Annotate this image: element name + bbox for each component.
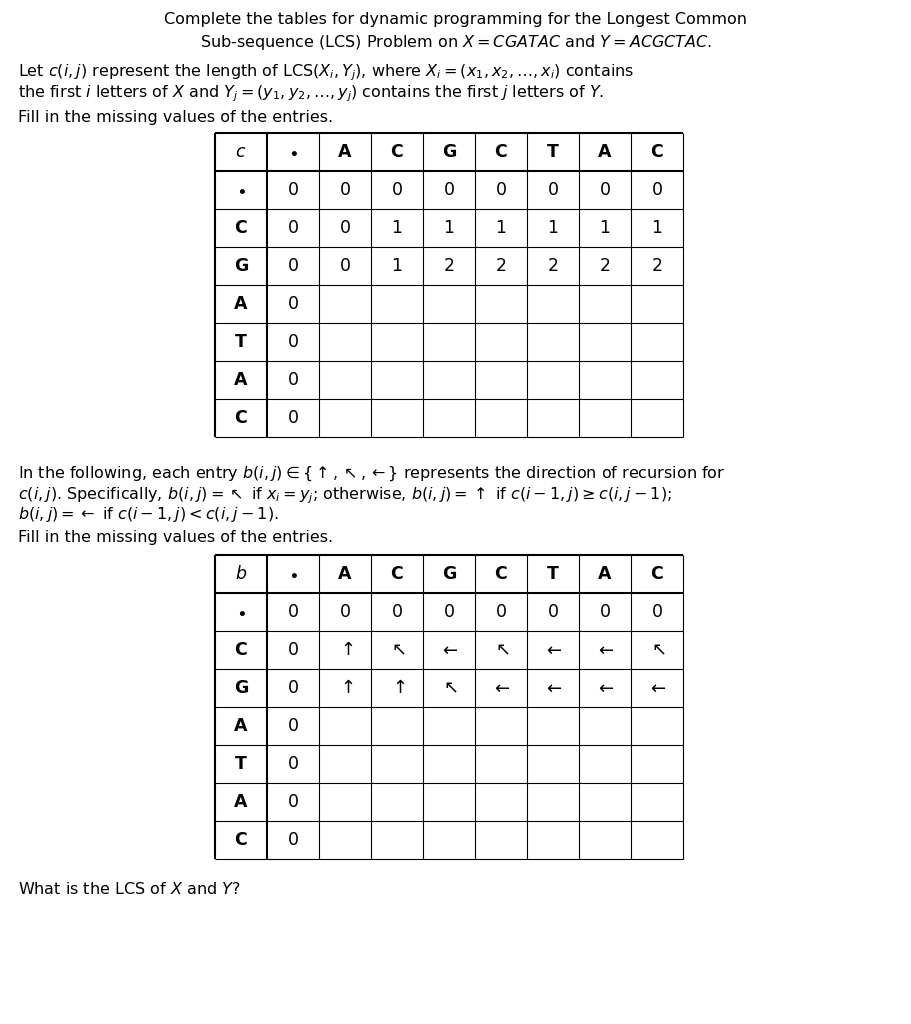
Text: 0: 0 [650, 603, 661, 621]
Text: 0: 0 [443, 181, 454, 199]
Text: 0: 0 [287, 641, 298, 659]
Text: $\leftarrow$: $\leftarrow$ [595, 641, 614, 659]
Text: $\nwarrow$: $\nwarrow$ [387, 641, 405, 659]
Text: 0: 0 [443, 603, 454, 621]
Text: 0: 0 [287, 371, 298, 389]
Text: $\leftarrow$: $\leftarrow$ [439, 641, 458, 659]
Text: T: T [547, 565, 558, 583]
Text: 0: 0 [287, 717, 298, 735]
Text: $\leftarrow$: $\leftarrow$ [543, 679, 562, 697]
Text: 1: 1 [495, 219, 506, 237]
Text: $c(i, j)$. Specifically, $b(i, j) =\nwarrow$ if $x_i = y_j$; otherwise, $b(i, j): $c(i, j)$. Specifically, $b(i, j) =\nwar… [18, 485, 671, 506]
Text: 0: 0 [599, 181, 609, 199]
Text: $\nwarrow$: $\nwarrow$ [647, 641, 665, 659]
Text: A: A [338, 143, 352, 161]
Text: G: G [441, 143, 456, 161]
Text: C: C [650, 143, 662, 161]
Text: A: A [338, 565, 352, 583]
Text: $\leftarrow$: $\leftarrow$ [647, 679, 666, 697]
Text: 0: 0 [547, 603, 558, 621]
Text: $\bullet$: $\bullet$ [288, 565, 298, 583]
Text: $b(i, j) =\leftarrow$ if $c(i-1, j) < c(i, j-1)$.: $b(i, j) =\leftarrow$ if $c(i-1, j) < c(… [18, 505, 279, 524]
Text: A: A [234, 295, 248, 313]
Text: C: C [650, 565, 662, 583]
Text: 0: 0 [339, 181, 350, 199]
Text: A: A [234, 717, 248, 735]
Text: 0: 0 [339, 219, 350, 237]
Text: 0: 0 [391, 181, 402, 199]
Text: 2: 2 [599, 257, 609, 275]
Text: T: T [547, 143, 558, 161]
Text: 0: 0 [287, 755, 298, 773]
Text: 1: 1 [443, 219, 454, 237]
Text: 2: 2 [650, 257, 661, 275]
Text: C: C [234, 831, 247, 849]
Text: $b$: $b$ [235, 565, 247, 583]
Text: A: A [234, 793, 248, 811]
Text: $\leftarrow$: $\leftarrow$ [491, 679, 510, 697]
Text: 0: 0 [287, 831, 298, 849]
Text: the first $i$ letters of $X$ and $Y_j = (y_1, y_2, \ldots, y_j)$ contains the fi: the first $i$ letters of $X$ and $Y_j = … [18, 83, 604, 103]
Text: 1: 1 [650, 219, 661, 237]
Text: 0: 0 [339, 603, 350, 621]
Text: 0: 0 [599, 603, 609, 621]
Text: C: C [390, 143, 403, 161]
Text: Complete the tables for dynamic programming for the Longest Common: Complete the tables for dynamic programm… [164, 12, 747, 27]
Text: 0: 0 [287, 219, 298, 237]
Text: $\uparrow$: $\uparrow$ [388, 679, 405, 697]
Text: Let $c(i, j)$ represent the length of $\mathrm{LCS}(X_i, Y_j)$, where $X_i = (x_: Let $c(i, j)$ represent the length of $\… [18, 62, 633, 83]
Text: A: A [234, 371, 248, 389]
Text: C: C [234, 641, 247, 659]
Text: Fill in the missing values of the entries.: Fill in the missing values of the entrie… [18, 530, 333, 545]
Text: 0: 0 [391, 603, 402, 621]
Text: C: C [494, 143, 507, 161]
Text: 1: 1 [599, 219, 609, 237]
Text: 0: 0 [547, 181, 558, 199]
Text: G: G [233, 257, 248, 275]
Text: $\uparrow$: $\uparrow$ [336, 679, 353, 697]
Text: 0: 0 [287, 333, 298, 351]
Text: C: C [390, 565, 403, 583]
Text: 1: 1 [391, 219, 402, 237]
Text: $\bullet$: $\bullet$ [236, 181, 246, 199]
Text: $\bullet$: $\bullet$ [288, 143, 298, 161]
Text: A: A [598, 565, 611, 583]
Text: C: C [234, 409, 247, 427]
Text: G: G [441, 565, 456, 583]
Text: 0: 0 [650, 181, 661, 199]
Text: C: C [494, 565, 507, 583]
Text: 0: 0 [287, 603, 298, 621]
Text: $\uparrow$: $\uparrow$ [336, 641, 353, 659]
Text: In the following, each entry $b(i, j) \in \{\uparrow, \nwarrow, \leftarrow\}$ re: In the following, each entry $b(i, j) \i… [18, 465, 724, 483]
Text: 0: 0 [287, 257, 298, 275]
Text: 0: 0 [287, 295, 298, 313]
Text: 0: 0 [495, 181, 506, 199]
Text: C: C [234, 219, 247, 237]
Text: $\nwarrow$: $\nwarrow$ [439, 679, 457, 697]
Text: 1: 1 [547, 219, 558, 237]
Text: Fill in the missing values of the entries.: Fill in the missing values of the entrie… [18, 110, 333, 125]
Text: $\leftarrow$: $\leftarrow$ [543, 641, 562, 659]
Text: 0: 0 [339, 257, 350, 275]
Text: T: T [235, 755, 247, 773]
Text: 2: 2 [547, 257, 558, 275]
Text: A: A [598, 143, 611, 161]
Text: 2: 2 [443, 257, 454, 275]
Text: 0: 0 [495, 603, 506, 621]
Text: 1: 1 [391, 257, 402, 275]
Text: 0: 0 [287, 181, 298, 199]
Text: Sub-sequence (LCS) Problem on $X = \mathit{CGATAC}$ and $Y = \mathit{ACGCTAC}$.: Sub-sequence (LCS) Problem on $X = \math… [200, 33, 711, 52]
Text: G: G [233, 679, 248, 697]
Text: 0: 0 [287, 409, 298, 427]
Text: $\leftarrow$: $\leftarrow$ [595, 679, 614, 697]
Text: T: T [235, 333, 247, 351]
Text: $c$: $c$ [235, 143, 246, 161]
Text: 2: 2 [495, 257, 506, 275]
Text: $\nwarrow$: $\nwarrow$ [491, 641, 509, 659]
Text: What is the LCS of $X$ and $Y$?: What is the LCS of $X$ and $Y$? [18, 881, 241, 897]
Text: 0: 0 [287, 793, 298, 811]
Text: $\bullet$: $\bullet$ [236, 603, 246, 621]
Text: 0: 0 [287, 679, 298, 697]
